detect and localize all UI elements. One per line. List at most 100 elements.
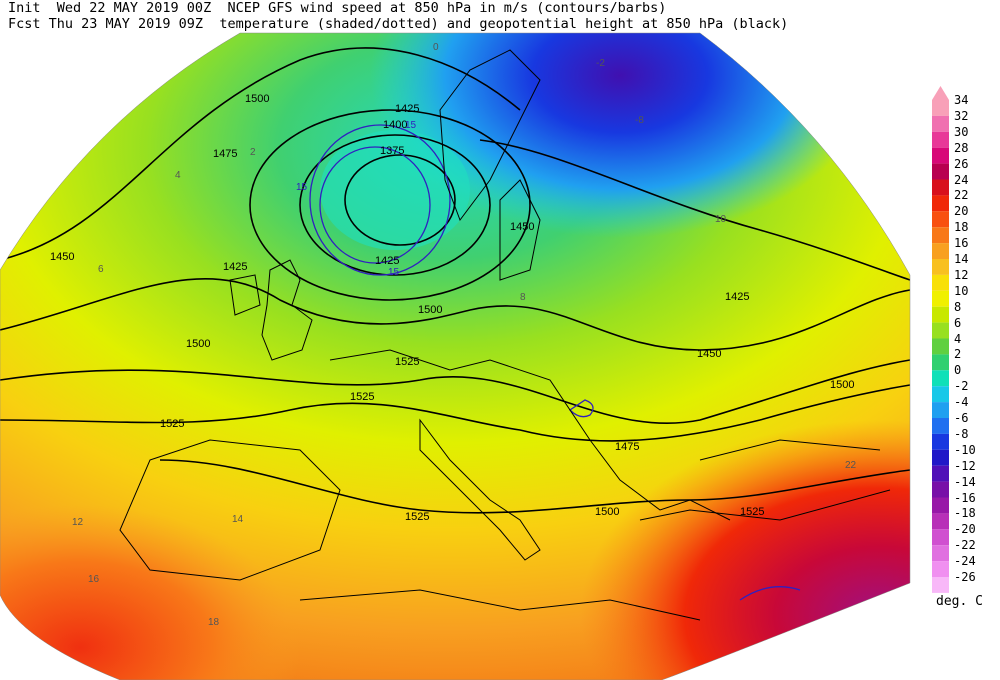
colorbar-swatch (932, 290, 949, 307)
temp-label: 12 (72, 517, 84, 528)
height-label: 1500 (595, 506, 619, 518)
colorbar-swatch (932, 354, 949, 371)
temp-label: 22 (845, 460, 857, 471)
height-label: 1525 (160, 418, 184, 430)
height-label: 1525 (405, 511, 429, 523)
colorbar-swatch (932, 577, 949, 593)
temp-label: 0 (433, 42, 439, 53)
height-label: 1500 (245, 93, 269, 105)
colorbar-label: -24 (954, 554, 976, 569)
colorbar-swatch (932, 274, 949, 291)
temp-label: 6 (98, 264, 104, 275)
colorbar-label: -22 (954, 538, 976, 553)
colorbar-swatch (932, 465, 949, 482)
colorbar-swatch (932, 338, 949, 355)
colorbar-swatch (932, 481, 949, 498)
height-label: 1425 (725, 291, 749, 303)
colorbar-swatch (932, 259, 949, 275)
colorbar-label: -14 (954, 474, 976, 489)
colorbar-swatch (932, 227, 949, 244)
wind-label-group: 15 15 15 (296, 120, 417, 278)
height-label-group: 1500 1425 1400 1375 1475 1450 1425 1425 … (50, 93, 854, 523)
colorbar-label: 34 (954, 93, 969, 107)
colorbar-label: 8 (954, 299, 962, 314)
height-label: 1475 (213, 148, 237, 160)
colorbar-swatch (932, 561, 949, 577)
colorbar-label: 30 (954, 124, 969, 139)
colorbar-swatch (932, 418, 949, 434)
height-label: 1375 (380, 145, 404, 157)
colorbar (932, 86, 949, 593)
colorbar-label: 24 (954, 172, 969, 187)
height-label: 1450 (697, 348, 721, 360)
colorbar-label: 32 (954, 108, 969, 123)
colorbar-label: 4 (954, 331, 962, 346)
colorbar-label: -2 (954, 379, 969, 394)
colorbar-label: -18 (954, 506, 976, 521)
colorbar-units: deg. C (936, 594, 983, 609)
colorbar-swatch (932, 545, 949, 562)
coastlines (119, 49, 891, 621)
colorbar-label: -10 (954, 442, 976, 457)
height-label: 1525 (740, 506, 764, 518)
colorbar-swatch (932, 529, 949, 546)
colorbar-label: 28 (954, 140, 969, 155)
colorbar-swatch (932, 513, 949, 530)
colorbar-swatch (932, 497, 949, 514)
wind-label: 15 (296, 182, 308, 193)
colorbar-label: -26 (954, 570, 976, 584)
height-contours (0, 47, 910, 514)
colorbar-label: -20 (954, 522, 976, 537)
colorbar-swatch (932, 115, 949, 132)
colorbar-arrow (932, 86, 949, 100)
colorbar-label: 12 (954, 267, 969, 282)
colorbar-swatch (932, 306, 949, 323)
wind-label: 15 (405, 120, 417, 131)
colorbar-label: 18 (954, 220, 969, 235)
temp-label: -8 (635, 115, 644, 126)
colorbar-swatch (932, 243, 949, 259)
colorbar-swatch (932, 195, 949, 212)
height-label: 1500 (830, 379, 854, 391)
colorbar-label: 22 (954, 188, 969, 203)
colorbar-swatch (932, 386, 949, 403)
height-label: 1400 (383, 119, 407, 131)
height-label: 1425 (223, 261, 247, 273)
colorbar-label: -12 (954, 458, 976, 473)
colorbar-swatch (932, 433, 949, 450)
height-label: 1500 (186, 338, 210, 350)
temp-label: 10 (715, 214, 727, 225)
colorbar-swatch (932, 163, 949, 180)
colorbar-swatch (932, 370, 949, 387)
height-label: 1425 (395, 103, 419, 115)
colorbar-swatch (932, 322, 949, 339)
height-label: 1475 (615, 441, 639, 453)
colorbar-label: 6 (954, 315, 962, 330)
colorbar-label: 14 (954, 252, 969, 266)
height-label: 1450 (510, 221, 534, 233)
colorbar-swatch (932, 211, 949, 228)
colorbar-label: 26 (954, 156, 969, 171)
colorbar-label: -8 (954, 426, 969, 441)
colorbar-swatch (932, 179, 949, 196)
temp-label: 18 (208, 617, 220, 628)
colorbar-label: -4 (954, 395, 969, 410)
colorbar-label: 16 (954, 236, 969, 251)
colorbar-label: -16 (954, 490, 976, 505)
wind-label: 15 (388, 267, 400, 278)
height-label: 1525 (350, 391, 374, 403)
temp-label: 14 (232, 514, 244, 525)
temp-label-group: 4 6 8 10 12 14 16 18 22 -2 -8 0 2 (72, 42, 857, 628)
temp-label: 16 (88, 574, 100, 585)
colorbar-swatch (932, 100, 949, 116)
colorbar-swatch (932, 402, 949, 418)
title-line-1: Init Wed 22 MAY 2019 00Z NCEP GFS wind s… (8, 0, 667, 16)
temp-label: 8 (520, 292, 526, 303)
colorbar-swatch (932, 449, 949, 466)
height-label: 1500 (418, 304, 442, 316)
temp-label: 4 (175, 170, 181, 181)
title-line-2: Fcst Thu 23 MAY 2019 09Z temperature (sh… (8, 16, 789, 32)
wind-contours (309, 124, 801, 601)
colorbar-label: 0 (954, 363, 962, 378)
